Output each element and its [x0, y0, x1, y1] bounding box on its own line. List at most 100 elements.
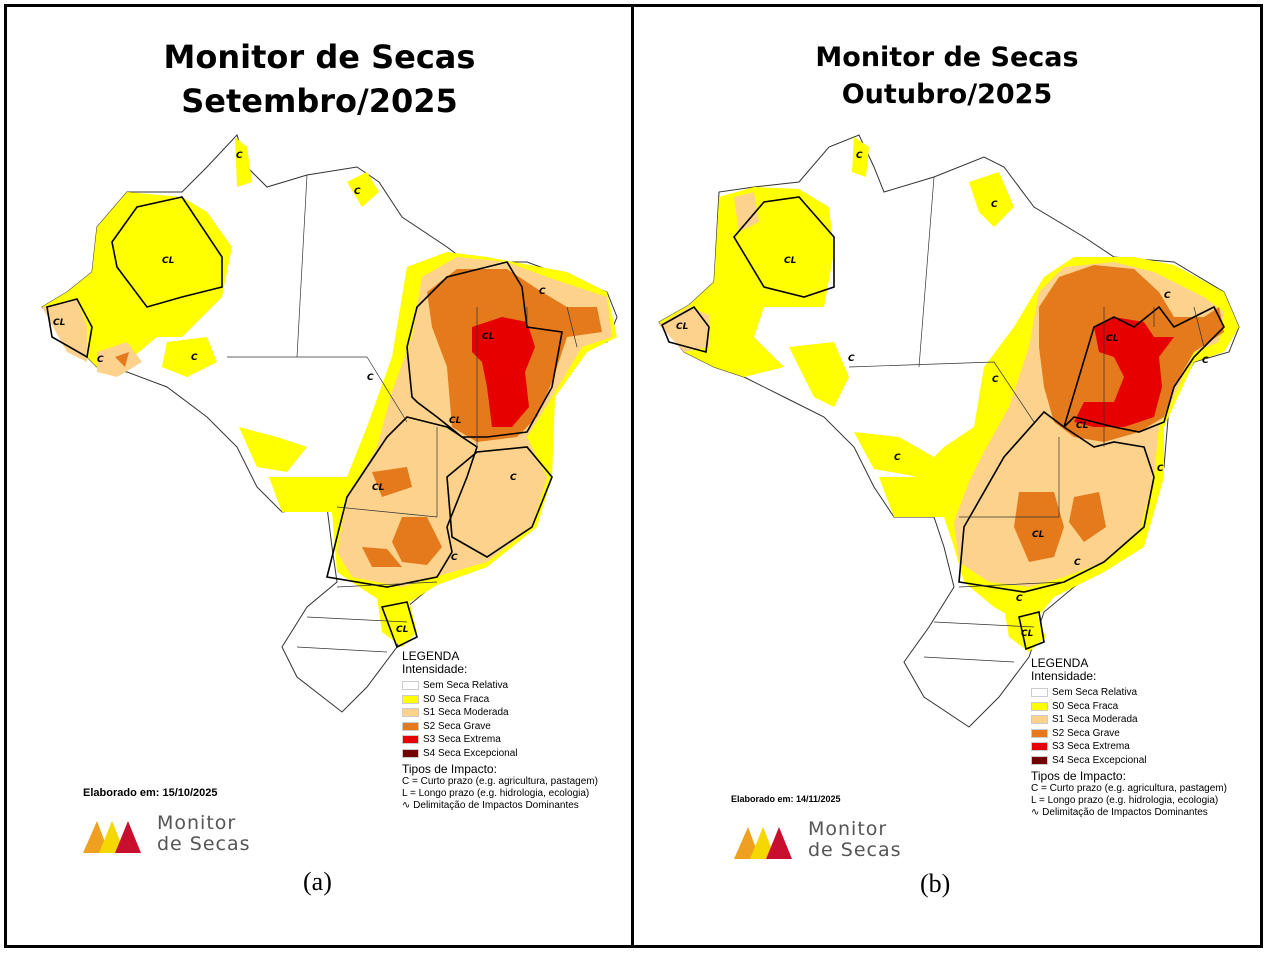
s0-region-amapa — [969, 172, 1014, 227]
impact-boundary — [660, 305, 710, 354]
legend-item: S4 Seca Excepcional — [1031, 754, 1227, 768]
map-title: Monitor de Secas Outubro/2025 — [634, 39, 1260, 113]
legend-item: S4 Seca Excepcional — [402, 747, 598, 761]
elaborado-date: Elaborado em: 14/11/2025 — [731, 794, 841, 804]
s2-region-central-2 — [372, 467, 412, 497]
s0-region-amapa — [347, 172, 379, 207]
s2-region-central — [1014, 492, 1064, 562]
impact-label: CL — [396, 625, 409, 635]
s3-region — [1074, 317, 1174, 427]
legend: LEGENDA Intensidade: Sem Seca Relativa S… — [402, 650, 598, 812]
map-title: Monitor de Secas Setembro/2025 — [7, 35, 632, 123]
impact-label: CL — [482, 332, 495, 342]
impact-type-l: L = Longo prazo (e.g. hidrologia, ecolog… — [402, 788, 590, 799]
legend-item: S0 Seca Fraca — [1031, 700, 1227, 714]
legend-title: LEGENDA — [1031, 656, 1089, 670]
impact-label: C — [1164, 291, 1171, 301]
impact-boundary — [733, 196, 835, 298]
drought-map: C CL CL C C C CL C CL C C CL C CL — [41, 134, 618, 713]
panel-caption: (b) — [920, 869, 951, 898]
impact-boundary — [1063, 305, 1225, 433]
impact-boundary — [958, 410, 1155, 593]
impact-label: CL — [372, 483, 385, 493]
impact-label: C — [539, 287, 546, 297]
impact-label: CL — [676, 322, 689, 332]
legend-subtitle: Intensidade: — [402, 662, 468, 676]
legend-item: Sem Seca Relativa — [402, 679, 598, 693]
title-line-1: Monitor de Secas — [163, 38, 476, 76]
logo-mark-icon — [83, 821, 141, 853]
legend-subtitle: Intensidade: — [1031, 669, 1097, 683]
impact-label: C — [856, 151, 863, 161]
impact-boundary — [446, 446, 553, 558]
impact-type-l: L = Longo prazo (e.g. hidrologia, ecolog… — [1031, 795, 1219, 806]
state-borders — [848, 176, 1205, 663]
s0-region-north — [852, 137, 869, 177]
panel-outubro: Monitor de Secas Outubro/2025 C C CL C — [631, 4, 1263, 948]
impact-label: C — [894, 453, 901, 463]
impact-label: C — [97, 355, 104, 365]
impact-types-title: Tipos de Impacto: — [1031, 769, 1126, 783]
s2-region-south — [362, 547, 402, 567]
legend-item: Sem Seca Relativa — [1031, 686, 1227, 700]
title-line-1: Monitor de Secas — [815, 42, 1079, 73]
impact-label: CL — [1106, 334, 1119, 344]
logo-text: Monitor de Secas — [808, 818, 902, 861]
impact-label: C — [1074, 558, 1081, 568]
panel-setembro: Monitor de Secas Setembro/2025 — [4, 4, 635, 948]
s2-region-central — [392, 517, 442, 565]
legend-item: S1 Seca Moderada — [1031, 713, 1227, 727]
delimitation-row: ∿ Delimitação de Impactos Dominantes — [1031, 807, 1208, 818]
s0-region-south — [1004, 607, 1046, 652]
impact-label: C — [191, 353, 198, 363]
s1-region-west — [42, 299, 87, 362]
impact-boundary — [380, 601, 418, 649]
drought-map: C C CL CL C C CL C CL C C C CL C C CL — [658, 134, 1240, 728]
impact-label: C — [510, 473, 517, 483]
legend-item: S0 Seca Fraca — [402, 693, 598, 707]
s0-region-acre-south — [162, 337, 217, 377]
impact-boundary — [406, 261, 563, 438]
legend-title: LEGENDA — [402, 649, 460, 663]
s2-region-acre — [115, 352, 129, 367]
logo-text: Monitor de Secas — [157, 812, 251, 855]
monitor-logo: Monitor de Secas — [730, 819, 902, 861]
monitor-logo: Monitor de Secas — [79, 813, 251, 855]
impact-label: C — [1157, 464, 1164, 474]
impact-label: C — [992, 375, 999, 385]
legend-item: S3 Seca Extrema — [1031, 740, 1227, 754]
s0-region-mt — [239, 427, 307, 472]
impact-label: C — [991, 200, 998, 210]
s0-region-mt — [854, 432, 934, 477]
s1-region-west — [659, 307, 709, 352]
impact-label: CL — [449, 416, 462, 426]
impact-boundary — [1018, 611, 1045, 651]
impact-label: CL — [53, 318, 66, 328]
legend-item: S1 Seca Moderada — [402, 706, 598, 720]
impact-label: CL — [1032, 530, 1045, 540]
impact-types-title: Tipos de Impacto: — [402, 762, 497, 776]
delimitation-icon: ∿ — [1031, 807, 1043, 818]
impact-label: C — [367, 373, 374, 383]
impact-label: CL — [162, 256, 175, 266]
impact-label: C — [354, 187, 361, 197]
impact-boundary — [326, 416, 478, 588]
delimitation-row: ∿ Delimitação de Impactos Dominantes — [402, 800, 579, 811]
title-line-2: Outubro/2025 — [841, 79, 1053, 110]
impact-type-c: C = Curto prazo (e.g. agricultura, pasta… — [402, 776, 598, 787]
legend-item: S2 Seca Grave — [1031, 727, 1227, 741]
impact-label: C — [1016, 594, 1023, 604]
legend-item: S2 Seca Grave — [402, 720, 598, 734]
impact-type-c: C = Curto prazo (e.g. agricultura, pasta… — [1031, 783, 1227, 794]
impact-boundary — [46, 298, 93, 359]
impact-label: C — [848, 354, 855, 364]
impact-boundary — [111, 196, 223, 308]
impact-label: CL — [1076, 421, 1089, 431]
s0-region-north — [235, 137, 252, 187]
legend: LEGENDA Intensidade: Sem Seca Relativa S… — [1031, 657, 1227, 819]
legend-item: S3 Seca Extrema — [402, 733, 598, 747]
state-borders — [227, 174, 578, 653]
s0-region-acre-south — [789, 342, 849, 407]
elaborado-date: Elaborado em: 15/10/2025 — [83, 787, 218, 799]
impact-label: C — [236, 151, 243, 161]
